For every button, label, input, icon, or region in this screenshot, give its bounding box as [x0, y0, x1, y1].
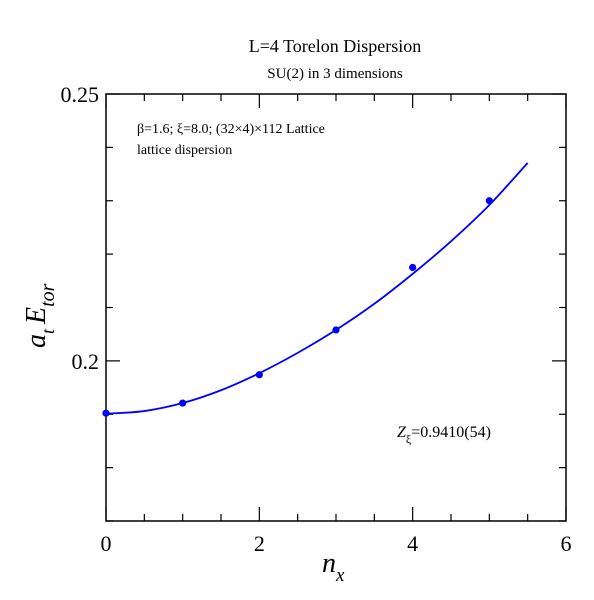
data-point	[409, 263, 417, 272]
z-xi-label: Zξ=0.9410(54)	[397, 424, 491, 446]
chart-subtitle: SU(2) in 3 dimensions	[267, 66, 403, 82]
data-point	[179, 399, 187, 407]
y-axis-label-e: E	[21, 307, 52, 325]
z-xi-label-base: Z	[397, 424, 407, 441]
x-tick-label: 0	[101, 531, 112, 556]
data-point	[485, 197, 493, 205]
x-axis-label-base: n	[322, 548, 336, 579]
y-axis-label: atEtor	[21, 283, 59, 348]
y-axis-label-a-sub: t	[38, 328, 58, 334]
data-point	[255, 371, 263, 379]
dispersion-type-label: lattice dispersion	[137, 143, 232, 158]
fit-curve	[105, 162, 529, 415]
chart-title: L=4 Torelon Dispersion	[249, 36, 422, 56]
plot-frame	[105, 93, 567, 522]
x-axis-label-sub: x	[335, 565, 345, 586]
data-series	[102, 162, 529, 417]
x-tick-label: 2	[254, 531, 265, 556]
y-axis-label-e-sub: tor	[37, 283, 59, 307]
lattice-parameters-label: β=1.6; ξ=8.0; (32×4)×112 Lattice	[137, 122, 325, 137]
data-point	[332, 326, 340, 334]
y-tick-label: 0.2	[72, 349, 100, 374]
x-tick-label: 4	[407, 531, 418, 556]
z-xi-label-value: =0.9410(54)	[411, 424, 491, 441]
y-tick-label: 0.25	[61, 82, 100, 107]
x-tick-label: 6	[561, 531, 572, 556]
x-axis-label: nx	[322, 548, 345, 586]
axis-tick-labels: 0 2 4 6 0.2 0.25	[61, 82, 572, 556]
z-xi-label-sub: ξ	[406, 432, 412, 446]
axis-ticks	[105, 93, 567, 522]
data-point	[102, 409, 110, 417]
y-axis-label-a: a	[21, 334, 52, 348]
